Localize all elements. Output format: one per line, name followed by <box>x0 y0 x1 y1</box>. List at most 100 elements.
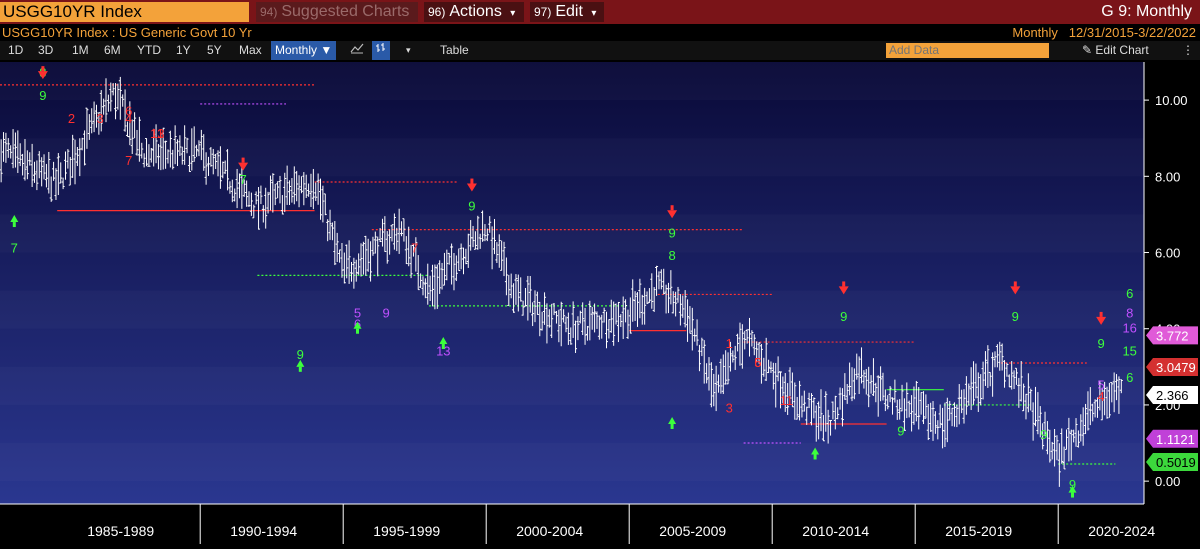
chart-area: 8923461113777956971399813561199999954816… <box>0 62 1200 544</box>
td-count-label: 4 <box>125 111 132 126</box>
plot-background <box>0 62 1144 504</box>
chevron-down-icon: ▾ <box>510 8 516 19</box>
sell-arrow-shaft <box>842 281 846 287</box>
td-count-label: 9 <box>1012 309 1019 324</box>
y-tick-label: 8.00 <box>1155 169 1180 184</box>
add-data-input[interactable] <box>886 43 1049 58</box>
price-tag <box>1146 429 1198 448</box>
actions-menu-button[interactable]: 96) Actions ▾ <box>424 2 524 22</box>
edit-chart-label: Edit Chart <box>1095 43 1149 57</box>
chevron-down-icon: ▾ <box>591 8 597 19</box>
td-count-label: 9 <box>39 88 46 103</box>
td-markers-layer: 8923461113777956971399813561199999954816… <box>10 65 1137 498</box>
range-3d[interactable]: 3D <box>38 43 54 57</box>
buy-arrow-shaft <box>813 454 817 460</box>
price-tags: 3.772 3.0479 2.366 1.1121 0.5019 <box>1146 326 1198 472</box>
sell-arrow-shaft <box>1099 311 1103 317</box>
td-count-label: 4 <box>1097 389 1104 404</box>
edit-label: Edit <box>555 3 583 20</box>
buy-arrow-icon <box>296 359 305 367</box>
td-count-label: 9 <box>297 347 304 362</box>
range-5y[interactable]: 5Y <box>207 43 222 57</box>
td-count-label: 6 <box>1126 370 1133 385</box>
page-indicator: G 9: Monthly <box>1101 3 1192 20</box>
price-bars-layer <box>0 76 1123 487</box>
x-period-label: 1985-1989 <box>87 523 154 539</box>
td-count-label: 5 <box>1097 378 1104 393</box>
table-button[interactable]: Table <box>440 43 469 57</box>
td-count-label: 11 <box>151 126 165 141</box>
band <box>0 138 1144 176</box>
ticker-field[interactable]: USGG10YR Index <box>0 2 249 22</box>
td-count-label: 7 <box>125 153 132 168</box>
band <box>0 443 1144 481</box>
td-count-label: 5 <box>354 305 361 320</box>
x-period-label: 1990-1994 <box>230 523 297 539</box>
buy-arrow-shaft <box>12 222 16 228</box>
td-count-label: 2 <box>68 111 75 126</box>
td-count-label: 3 <box>96 111 103 126</box>
range-ytd[interactable]: YTD <box>137 43 161 57</box>
sell-arrow-shaft <box>1013 281 1017 287</box>
band <box>0 62 1144 100</box>
line-chart-icon[interactable] <box>350 41 364 60</box>
date-range[interactable]: 12/31/2015-3/22/2022 <box>1068 25 1196 40</box>
period-select[interactable]: Monthly ▼ <box>271 41 337 60</box>
edit-menu-button[interactable]: 97) Edit ▾ <box>530 2 604 22</box>
price-chart[interactable]: 8923461113777956971399813561199999954816… <box>0 62 1200 544</box>
chart-type-dropdown-icon[interactable]: ▾ <box>406 45 411 55</box>
td-count-label: 6 <box>125 103 132 118</box>
y-tick-label: 10.00 <box>1155 93 1188 108</box>
buy-arrow-shaft <box>441 343 445 349</box>
td-count-label: 9 <box>840 309 847 324</box>
range-1d[interactable]: 1D <box>8 43 24 57</box>
pencil-icon: ✎ <box>1082 43 1093 57</box>
suggested-charts-label: Suggested Charts <box>281 3 410 20</box>
x-period-label: 2010-2014 <box>802 523 869 539</box>
td-count-label: 13 <box>436 343 450 358</box>
sell-arrow-icon <box>37 71 48 80</box>
buy-arrow-shaft <box>356 328 359 334</box>
td-count-label: 5 <box>754 355 761 370</box>
range-max[interactable]: Max <box>239 43 262 57</box>
sell-arrow-icon <box>667 210 678 219</box>
td-count-label: 9 <box>382 305 389 320</box>
range-6m[interactable]: 6M <box>104 43 121 57</box>
td-count-label: 9 <box>897 423 904 438</box>
buy-arrow-icon <box>811 447 820 455</box>
td-count-label: 11 <box>780 393 794 408</box>
actions-shortcut: 96) <box>428 5 446 19</box>
x-period-label: 2020-2024 <box>1088 523 1155 539</box>
suggested-charts-shortcut: 94) <box>260 5 278 19</box>
chart-toolbar: 1D 3D 1M 6M YTD 1Y 5Y Max Monthly ▼ ▾ Ta… <box>0 41 1200 60</box>
edit-shortcut: 97) <box>534 5 552 19</box>
security-title: USGG10YR Index : US Generic Govt 10 Yr <box>2 25 252 40</box>
price-tag-label: 0.5019 <box>1156 455 1196 470</box>
actions-label: Actions <box>449 3 502 20</box>
price-tag-label: 1.1121 <box>1156 432 1195 447</box>
band <box>0 367 1144 405</box>
td-count-label: 9 <box>668 225 675 240</box>
price-tag <box>1146 326 1198 345</box>
td-count-label: 7 <box>239 172 246 187</box>
buy-arrow-shaft <box>1071 492 1074 498</box>
x-period-label: 2005-2009 <box>659 523 726 539</box>
sell-arrow-shaft <box>670 205 674 211</box>
price-tag-label: 2.366 <box>1156 388 1189 403</box>
td-count-label: 1 <box>726 336 733 351</box>
sell-arrow-shaft <box>41 66 45 72</box>
range-1m[interactable]: 1M <box>72 43 89 57</box>
edit-chart-button[interactable]: ✎ Edit Chart <box>1082 41 1149 60</box>
range-1y[interactable]: 1Y <box>176 43 191 57</box>
td-count-label: 13 <box>150 126 164 141</box>
bar-chart-icon[interactable] <box>372 41 390 60</box>
x-period-label: 1995-1999 <box>373 523 440 539</box>
more-options-icon[interactable]: ⋮ <box>1182 43 1194 57</box>
td-count-label: 3 <box>726 401 733 416</box>
buy-arrow-icon <box>439 336 448 344</box>
price-tag <box>1146 385 1198 404</box>
suggested-charts-button[interactable]: 94) Suggested Charts <box>256 2 418 22</box>
td-count-label: 6 <box>754 355 761 370</box>
td-count-label: 9 <box>1069 477 1076 492</box>
sell-arrow-icon <box>838 286 849 295</box>
